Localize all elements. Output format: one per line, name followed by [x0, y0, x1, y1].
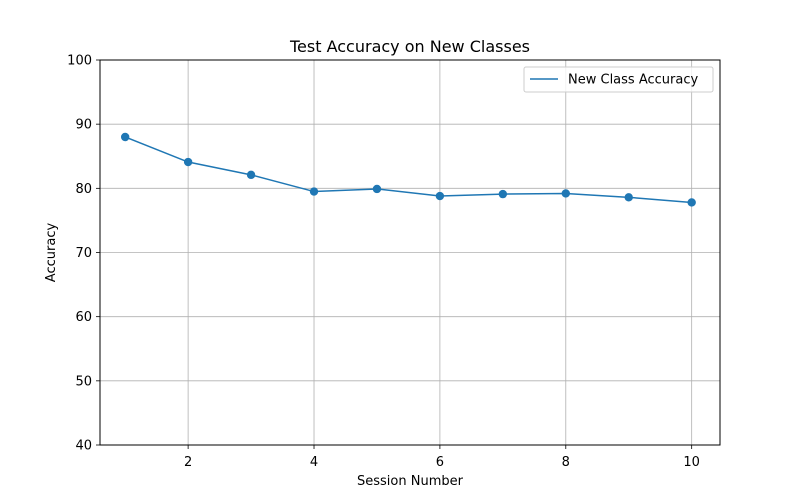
- data-point: [435, 191, 445, 201]
- legend: New Class Accuracy: [523, 66, 714, 93]
- data-point: [624, 193, 633, 202]
- legend-label: New Class Accuracy: [568, 73, 698, 88]
- x-tick-label: 8: [562, 455, 570, 470]
- x-axis-ticks: 2 4 6 8 10: [184, 445, 700, 470]
- data-point: [498, 189, 508, 199]
- series-group: [120, 132, 696, 207]
- data-point: [246, 170, 256, 180]
- data-point: [309, 187, 319, 196]
- y-tick-label: 70: [75, 246, 92, 261]
- data-point: [372, 184, 382, 194]
- data-point: [183, 157, 193, 167]
- x-tick-label: 10: [683, 455, 700, 470]
- x-tick-label: 6: [436, 455, 444, 470]
- y-tick-label: 90: [75, 118, 92, 133]
- y-tick-label: 40: [75, 439, 92, 454]
- y-tick-label: 100: [67, 54, 92, 69]
- y-axis-label: Accuracy: [44, 223, 59, 283]
- y-tick-label: 50: [75, 374, 92, 389]
- y-tick-label: 60: [75, 310, 92, 325]
- y-tick-label: 80: [75, 182, 92, 197]
- grid-lines: [100, 59, 720, 446]
- legend-box: [523, 66, 714, 93]
- series-line: [124, 136, 692, 204]
- data-point: [561, 189, 570, 198]
- chart-title: Test Accuracy on New Classes: [289, 37, 530, 56]
- x-axis-label: Session Number: [357, 474, 464, 489]
- y-axis-ticks: 40 50 60 70 80 90 100: [67, 54, 100, 454]
- x-tick-label: 2: [184, 455, 192, 470]
- x-tick-label: 4: [310, 455, 318, 470]
- data-point: [120, 132, 130, 142]
- data-point: [687, 198, 696, 207]
